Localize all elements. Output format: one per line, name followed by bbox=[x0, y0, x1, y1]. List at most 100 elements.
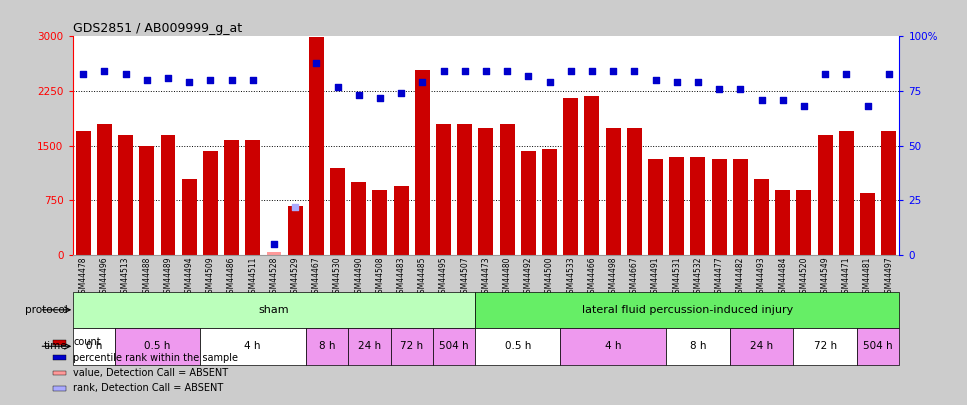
Bar bbox=[73, 328, 115, 364]
Bar bbox=[115, 328, 200, 364]
Bar bbox=[881, 131, 896, 255]
Point bbox=[161, 75, 176, 81]
Bar bbox=[267, 252, 281, 255]
Bar bbox=[391, 328, 433, 364]
Text: 72 h: 72 h bbox=[400, 341, 424, 351]
Text: 504 h: 504 h bbox=[864, 341, 893, 351]
Point bbox=[817, 70, 833, 77]
Text: 72 h: 72 h bbox=[813, 341, 836, 351]
Point bbox=[97, 68, 112, 75]
Bar bbox=[203, 151, 218, 255]
Bar bbox=[288, 206, 303, 255]
Text: 24 h: 24 h bbox=[750, 341, 773, 351]
Bar bbox=[500, 124, 514, 255]
Point bbox=[436, 68, 452, 75]
Text: 504 h: 504 h bbox=[439, 341, 469, 351]
Bar bbox=[457, 124, 472, 255]
Bar bbox=[118, 135, 132, 255]
Text: 4 h: 4 h bbox=[605, 341, 622, 351]
Bar bbox=[246, 140, 260, 255]
Point bbox=[754, 97, 770, 103]
Bar bbox=[712, 159, 726, 255]
Point bbox=[415, 79, 430, 85]
Point bbox=[669, 79, 685, 85]
Bar bbox=[648, 159, 663, 255]
Point bbox=[542, 79, 557, 85]
Bar bbox=[733, 159, 747, 255]
Point bbox=[139, 77, 155, 83]
Bar bbox=[372, 190, 388, 255]
Point bbox=[203, 77, 219, 83]
Bar bbox=[479, 128, 493, 255]
Point bbox=[733, 86, 748, 92]
Bar bbox=[476, 292, 899, 328]
Bar bbox=[75, 131, 91, 255]
Text: 4 h: 4 h bbox=[245, 341, 261, 351]
Text: 0.5 h: 0.5 h bbox=[505, 341, 531, 351]
Bar bbox=[584, 96, 600, 255]
Bar bbox=[818, 135, 833, 255]
Point bbox=[648, 77, 663, 83]
Bar bbox=[200, 328, 306, 364]
Point bbox=[605, 68, 621, 75]
Point bbox=[627, 68, 642, 75]
Bar bbox=[627, 128, 642, 255]
Text: percentile rank within the sample: percentile rank within the sample bbox=[73, 353, 239, 362]
Bar bbox=[436, 124, 451, 255]
Bar bbox=[182, 179, 196, 255]
Point bbox=[351, 92, 366, 99]
Point bbox=[245, 77, 260, 83]
Point bbox=[372, 94, 388, 101]
Point bbox=[690, 79, 706, 85]
Bar bbox=[797, 190, 811, 255]
Bar bbox=[351, 182, 366, 255]
Text: 8 h: 8 h bbox=[319, 341, 336, 351]
Text: 0 h: 0 h bbox=[85, 341, 102, 351]
Text: count: count bbox=[73, 337, 102, 347]
Text: lateral fluid percussion-induced injury: lateral fluid percussion-induced injury bbox=[582, 305, 793, 315]
Text: 8 h: 8 h bbox=[689, 341, 706, 351]
Bar bbox=[224, 140, 239, 255]
Text: 0.5 h: 0.5 h bbox=[144, 341, 170, 351]
Bar bbox=[860, 193, 875, 255]
Point bbox=[520, 72, 536, 79]
Bar bbox=[348, 328, 391, 364]
Bar bbox=[415, 70, 429, 255]
Text: value, Detection Call = ABSENT: value, Detection Call = ABSENT bbox=[73, 368, 228, 378]
Point bbox=[563, 68, 578, 75]
Bar bbox=[433, 328, 476, 364]
Bar bbox=[776, 190, 790, 255]
Bar bbox=[839, 131, 854, 255]
Bar bbox=[669, 157, 684, 255]
Text: 24 h: 24 h bbox=[358, 341, 381, 351]
Point bbox=[775, 97, 790, 103]
Point bbox=[287, 204, 303, 210]
Bar bbox=[560, 328, 666, 364]
Bar bbox=[564, 98, 578, 255]
Text: rank, Detection Call = ABSENT: rank, Detection Call = ABSENT bbox=[73, 384, 223, 393]
Bar bbox=[690, 157, 705, 255]
Text: sham: sham bbox=[258, 305, 289, 315]
Point bbox=[860, 103, 875, 110]
Bar bbox=[857, 328, 899, 364]
Text: GDS2851 / AB009999_g_at: GDS2851 / AB009999_g_at bbox=[73, 22, 242, 35]
Point bbox=[499, 68, 514, 75]
Bar bbox=[306, 328, 348, 364]
Bar bbox=[754, 179, 769, 255]
Point bbox=[584, 68, 600, 75]
Bar bbox=[730, 328, 793, 364]
Bar bbox=[139, 146, 154, 255]
Bar bbox=[521, 151, 536, 255]
Point bbox=[796, 103, 811, 110]
Text: protocol: protocol bbox=[25, 305, 68, 315]
Bar bbox=[73, 292, 476, 328]
Bar bbox=[605, 128, 621, 255]
Point bbox=[118, 70, 133, 77]
Bar bbox=[394, 186, 408, 255]
Point bbox=[308, 60, 324, 66]
Point bbox=[881, 70, 896, 77]
Point bbox=[457, 68, 473, 75]
Bar bbox=[793, 328, 857, 364]
Point bbox=[712, 86, 727, 92]
Point bbox=[330, 83, 345, 90]
